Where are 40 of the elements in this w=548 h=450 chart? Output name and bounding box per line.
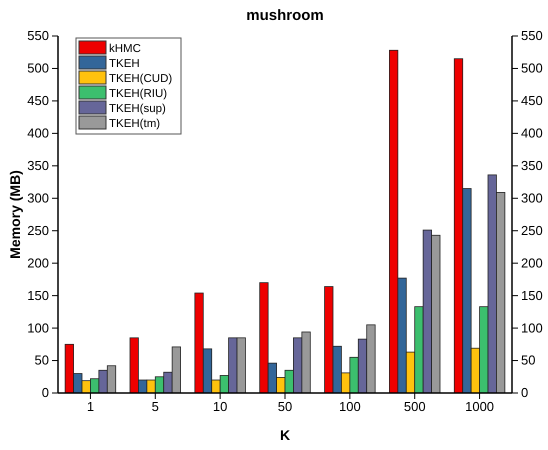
x-tick-label: 100 bbox=[339, 399, 361, 414]
y-tick-label: 200 bbox=[27, 255, 49, 270]
y-tick-label: 500 bbox=[27, 60, 49, 76]
y-tick-label: 450 bbox=[27, 93, 49, 108]
y2-tick-label: 100 bbox=[521, 320, 543, 336]
x-tick-label: 50 bbox=[278, 399, 292, 414]
y2-tick-label: 550 bbox=[521, 28, 543, 44]
y-tick-label: 0 bbox=[42, 385, 49, 400]
y2-tick-label: 400 bbox=[521, 126, 543, 141]
x-axis-title: K bbox=[280, 427, 290, 443]
y-tick-label: 250 bbox=[27, 222, 49, 238]
legend-label: TKEH(CUD) bbox=[109, 73, 172, 85]
y-tick-label: 150 bbox=[27, 288, 49, 303]
y-axis-title: Memory (MB) bbox=[7, 170, 23, 259]
y2-tick-label: 450 bbox=[521, 93, 543, 108]
x-tick-label: 10 bbox=[212, 399, 228, 414]
y2-tick-label: 200 bbox=[521, 255, 543, 270]
legend-label: kHMC bbox=[109, 43, 141, 55]
y2-tick-label: 0 bbox=[521, 385, 528, 400]
y2-tick-label: 350 bbox=[521, 158, 543, 173]
y2-tick-label: 250 bbox=[521, 222, 543, 238]
x-tick-label: 1 bbox=[86, 399, 94, 414]
x-tick-label: 5 bbox=[152, 399, 159, 414]
y-tick-label: 550 bbox=[27, 28, 49, 44]
y-tick-label: 300 bbox=[27, 190, 49, 206]
y2-tick-label: 50 bbox=[521, 352, 536, 368]
y-tick-label: 350 bbox=[27, 158, 49, 173]
y2-tick-label: 500 bbox=[521, 60, 543, 76]
legend-label: TKEH bbox=[109, 58, 140, 70]
y-tick-label: 100 bbox=[27, 320, 49, 336]
x-tick-label: 500 bbox=[404, 399, 426, 414]
legend-label: TKEH(sup) bbox=[109, 103, 166, 115]
chart-title: mushroom bbox=[246, 7, 324, 24]
y-tick-label: 50 bbox=[34, 352, 49, 368]
y-tick-label: 400 bbox=[27, 126, 49, 141]
legend-label: TKEH(RIU) bbox=[109, 88, 168, 100]
legend-label: TKEH(tm) bbox=[109, 118, 160, 130]
y2-tick-label: 150 bbox=[521, 288, 543, 303]
x-tick-label: 1000 bbox=[465, 399, 494, 414]
y2-tick-label: 300 bbox=[521, 190, 543, 206]
